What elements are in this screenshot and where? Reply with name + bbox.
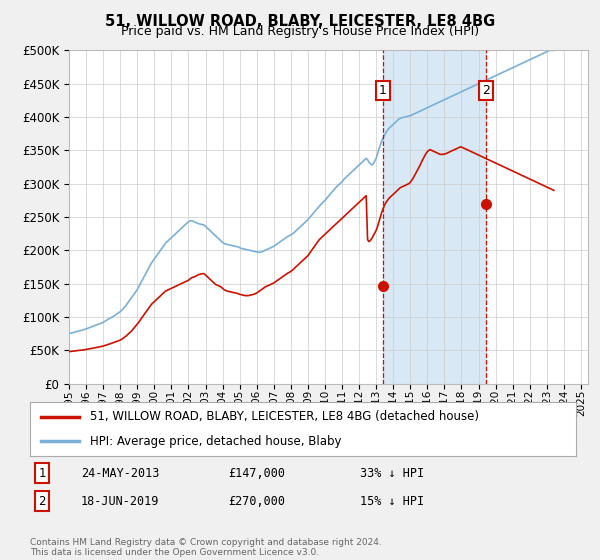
Text: £270,000: £270,000 [228,494,285,508]
Text: 2: 2 [482,84,490,97]
Text: HPI: Average price, detached house, Blaby: HPI: Average price, detached house, Blab… [90,435,341,447]
Text: 1: 1 [379,84,387,97]
Text: 1: 1 [38,466,46,480]
Bar [383,50,487,384]
Text: Price paid vs. HM Land Registry's House Price Index (HPI): Price paid vs. HM Land Registry's House … [121,25,479,38]
Text: 18-JUN-2019: 18-JUN-2019 [81,494,160,508]
Text: 24-MAY-2013: 24-MAY-2013 [81,466,160,480]
Text: 33% ↓ HPI: 33% ↓ HPI [360,466,424,480]
Text: £147,000: £147,000 [228,466,285,480]
Text: Contains HM Land Registry data © Crown copyright and database right 2024.
This d: Contains HM Land Registry data © Crown c… [30,538,382,557]
Text: 51, WILLOW ROAD, BLABY, LEICESTER, LE8 4BG: 51, WILLOW ROAD, BLABY, LEICESTER, LE8 4… [105,14,495,29]
Text: 15% ↓ HPI: 15% ↓ HPI [360,494,424,508]
Text: 2: 2 [38,494,46,508]
Text: 51, WILLOW ROAD, BLABY, LEICESTER, LE8 4BG (detached house): 51, WILLOW ROAD, BLABY, LEICESTER, LE8 4… [90,410,479,423]
